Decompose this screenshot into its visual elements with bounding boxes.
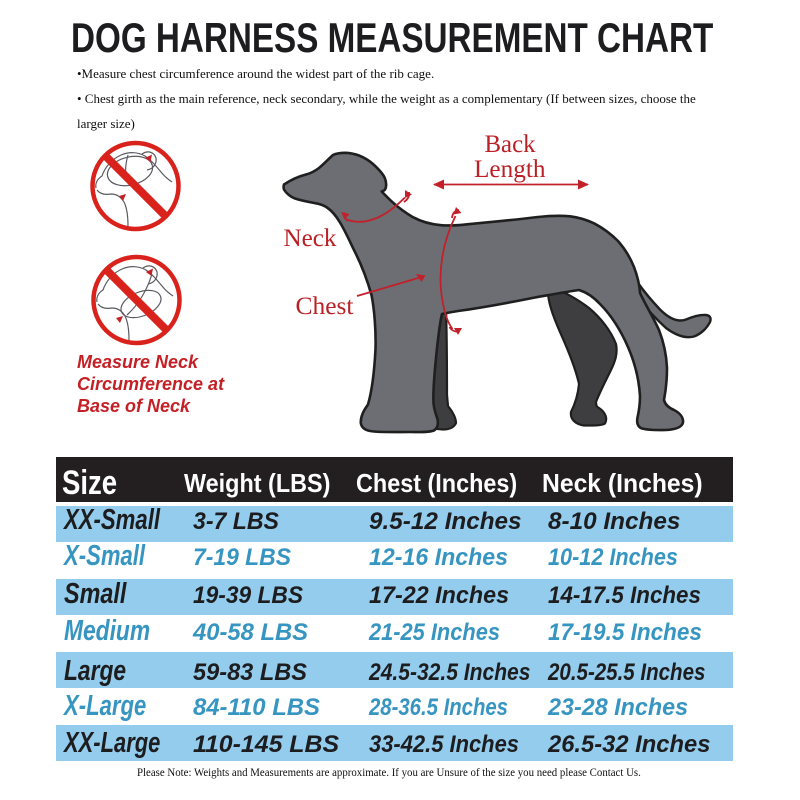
svg-text:Neck: Neck: [284, 225, 337, 252]
svg-text:Length: Length: [474, 156, 546, 183]
svg-text:Chest: Chest: [296, 293, 354, 320]
svg-text:Back: Back: [485, 131, 536, 158]
